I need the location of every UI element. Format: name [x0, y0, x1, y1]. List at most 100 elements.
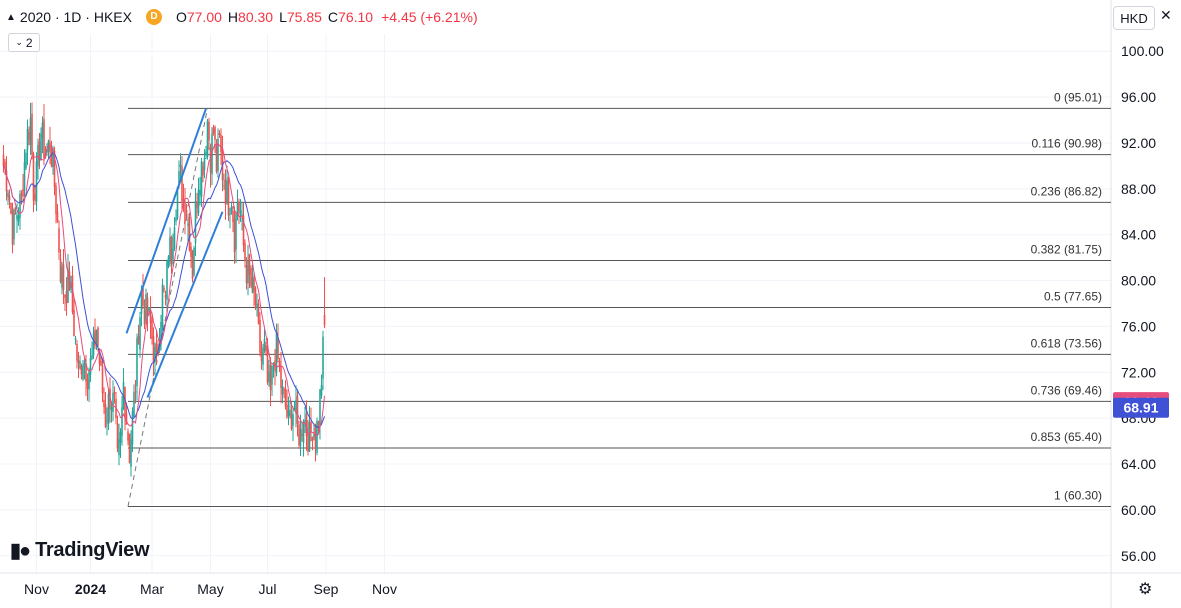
fib-level-label: 0.116 (90.98) — [1032, 137, 1103, 151]
candle-body — [98, 348, 101, 364]
candle-body — [185, 219, 188, 221]
candle-body — [257, 303, 260, 324]
candle-body — [73, 309, 75, 337]
candle-body — [169, 236, 171, 262]
chart-header: ▲ 2020 · 1D · HKEX D O 77.00 H 80.30 L 75.8… — [0, 0, 478, 34]
candle-body — [299, 428, 302, 447]
candle-body — [175, 217, 177, 222]
candle-body — [161, 284, 164, 327]
candle-body — [284, 388, 287, 407]
candle-body — [251, 277, 254, 294]
tradingview-logo[interactable]: ▮● TradingView — [10, 538, 150, 563]
candle-body — [140, 294, 143, 314]
candle-body — [287, 409, 290, 416]
candle-body — [136, 338, 138, 387]
open-value: 77.00 — [186, 9, 222, 25]
candle-body — [293, 407, 296, 410]
candle-body — [296, 395, 299, 424]
x-tick-label: Mar — [140, 581, 164, 597]
candle-body — [146, 297, 149, 317]
candle-body — [311, 436, 314, 441]
symbol-title[interactable]: 2020 · 1D · HKEX — [19, 9, 132, 25]
candle-body — [95, 330, 98, 343]
x-icon[interactable]: ✕ — [1160, 7, 1172, 23]
candle-body — [214, 126, 216, 140]
candle-body — [259, 320, 261, 353]
logo-text: TradingView — [35, 539, 150, 561]
y-tick-label: 100.00 — [1121, 43, 1164, 59]
candle-body — [128, 433, 131, 464]
candle-body — [152, 336, 155, 364]
candle-body — [280, 366, 282, 388]
candle-body — [77, 360, 80, 363]
candle-body — [196, 201, 198, 208]
currency-selector[interactable]: HKD — [1113, 6, 1155, 30]
chevron-down-icon: ⌄ — [15, 37, 23, 47]
tradingview-logo-icon: ▮● — [10, 540, 31, 562]
high-label: H — [227, 9, 239, 25]
candle-body — [292, 414, 294, 426]
candle-body — [65, 290, 68, 304]
data-source-badge: D — [145, 9, 162, 25]
candle-body — [29, 117, 32, 145]
candle-body — [160, 321, 162, 345]
candle-body — [23, 162, 26, 191]
candle-body — [22, 189, 24, 197]
candle-body — [289, 410, 291, 417]
candle-body — [203, 157, 206, 170]
candle-body — [50, 149, 53, 167]
candle-body — [265, 345, 267, 352]
y-tick-label: 84.00 — [1121, 227, 1156, 243]
x-tick-label: Nov — [372, 581, 397, 597]
gear-icon[interactable]: ⚙ — [1138, 581, 1153, 598]
chevron-down-icon[interactable]: ▲ — [6, 11, 16, 23]
candle-body — [32, 153, 35, 201]
candle-body — [103, 399, 105, 408]
y-tick-label: 72.00 — [1121, 364, 1156, 380]
candle-body — [229, 213, 231, 215]
candle-body — [217, 138, 219, 171]
fib-level-label: 1 (60.30) — [1054, 488, 1102, 502]
candle-body — [202, 166, 204, 176]
candle-body — [41, 122, 44, 139]
candle-body — [215, 145, 218, 172]
candle-body — [173, 227, 176, 249]
indicators-toggle[interactable]: ⌄ 2 — [8, 33, 40, 52]
fib-level-label: 0.618 (73.56) — [1031, 336, 1102, 350]
fib-level-label: 0.736 (69.46) — [1031, 383, 1102, 397]
candle-body — [124, 386, 126, 419]
candle-body — [238, 201, 240, 211]
candle-body — [7, 192, 9, 198]
candle-body — [83, 362, 86, 367]
y-tick-label: 64.00 — [1121, 456, 1156, 472]
candle-body — [31, 113, 33, 155]
candle-body — [239, 210, 242, 214]
candle-body — [17, 215, 20, 222]
fib-level-label: 0.382 (81.75) — [1031, 242, 1102, 256]
candle-body — [118, 439, 120, 456]
candle-body — [5, 170, 8, 192]
candle-body — [307, 432, 309, 452]
candle-body — [16, 215, 18, 220]
candle-body — [52, 148, 54, 168]
candle-body — [74, 337, 77, 340]
candle-body — [206, 120, 209, 157]
ma-slow-line — [3, 151, 325, 429]
candle-body — [80, 365, 83, 375]
candle-body — [101, 365, 104, 394]
low-value: 75.85 — [286, 9, 322, 25]
candle-body — [100, 360, 102, 366]
candle-body — [158, 343, 161, 352]
candle-body — [28, 132, 30, 141]
candle-body — [277, 337, 279, 359]
candle-body — [242, 215, 245, 246]
candle-body — [154, 347, 156, 363]
high-value: 80.30 — [238, 9, 274, 25]
candle-body — [62, 264, 65, 290]
candle-body — [40, 133, 42, 160]
candle-body — [142, 288, 144, 306]
symbol-info[interactable]: ▲ 2020 · 1D · HKEX — [0, 9, 132, 25]
candle-body — [79, 360, 81, 369]
candle-body — [236, 202, 239, 214]
